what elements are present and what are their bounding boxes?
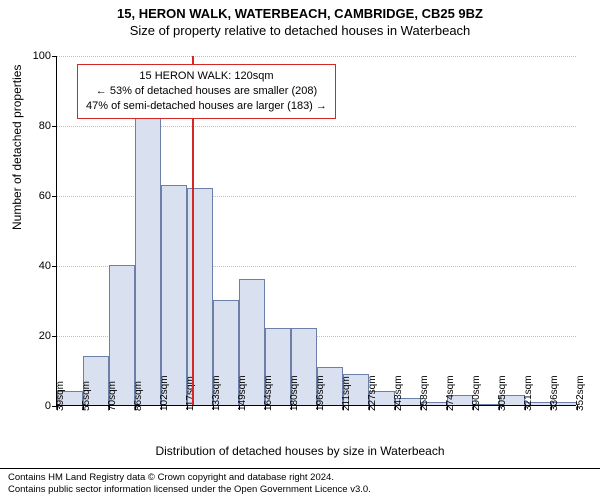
y-axis-label: Number of detached properties (10, 65, 24, 230)
x-tick-label: 211sqm (341, 376, 352, 411)
x-tick-label: 243sqm (393, 375, 404, 411)
x-tick-label: 102sqm (159, 375, 170, 411)
annotation-box: 15 HERON WALK: 120sqm← 53% of detached h… (77, 64, 336, 119)
page-title: 15, HERON WALK, WATERBEACH, CAMBRIDGE, C… (0, 6, 600, 21)
annotation-line: 15 HERON WALK: 120sqm (86, 69, 327, 84)
annotation-line: 47% of semi-detached houses are larger (… (86, 99, 327, 114)
x-tick-label: 227sqm (367, 375, 378, 411)
x-tick-label: 321sqm (523, 375, 534, 411)
y-tick-mark (52, 196, 57, 197)
x-tick-label: 117sqm (185, 376, 196, 411)
annotation-line: ← 53% of detached houses are smaller (20… (86, 84, 327, 99)
x-tick-label: 149sqm (237, 375, 248, 411)
x-tick-label: 274sqm (445, 375, 456, 411)
y-tick-mark (52, 126, 57, 127)
x-tick-label: 336sqm (549, 375, 560, 411)
x-tick-label: 180sqm (289, 375, 300, 411)
x-tick-label: 352sqm (575, 375, 586, 411)
histogram-bar (161, 185, 187, 406)
x-tick-label: 70sqm (107, 381, 118, 411)
histogram-chart: 02040608010039sqm55sqm70sqm86sqm102sqm11… (56, 56, 576, 406)
x-tick-label: 39sqm (55, 381, 66, 411)
attribution-footer: Contains HM Land Registry data © Crown c… (0, 468, 600, 500)
x-tick-label: 164sqm (263, 375, 274, 411)
x-axis-label: Distribution of detached houses by size … (0, 444, 600, 458)
x-tick-label: 196sqm (315, 375, 326, 411)
y-tick-mark (52, 266, 57, 267)
x-tick-label: 55sqm (81, 381, 92, 411)
footer-line: Contains public sector information licen… (8, 484, 592, 496)
x-tick-label: 258sqm (419, 375, 430, 411)
x-tick-label: 86sqm (133, 381, 144, 411)
footer-line: Contains HM Land Registry data © Crown c… (8, 472, 592, 484)
y-tick-mark (52, 336, 57, 337)
gridline (57, 56, 576, 57)
plot-area: 02040608010039sqm55sqm70sqm86sqm102sqm11… (56, 56, 576, 406)
page-subtitle: Size of property relative to detached ho… (0, 23, 600, 38)
y-tick-mark (52, 56, 57, 57)
x-tick-label: 305sqm (497, 375, 508, 411)
histogram-bar (135, 118, 161, 405)
x-tick-label: 133sqm (211, 375, 222, 411)
x-tick-label: 290sqm (471, 375, 482, 411)
